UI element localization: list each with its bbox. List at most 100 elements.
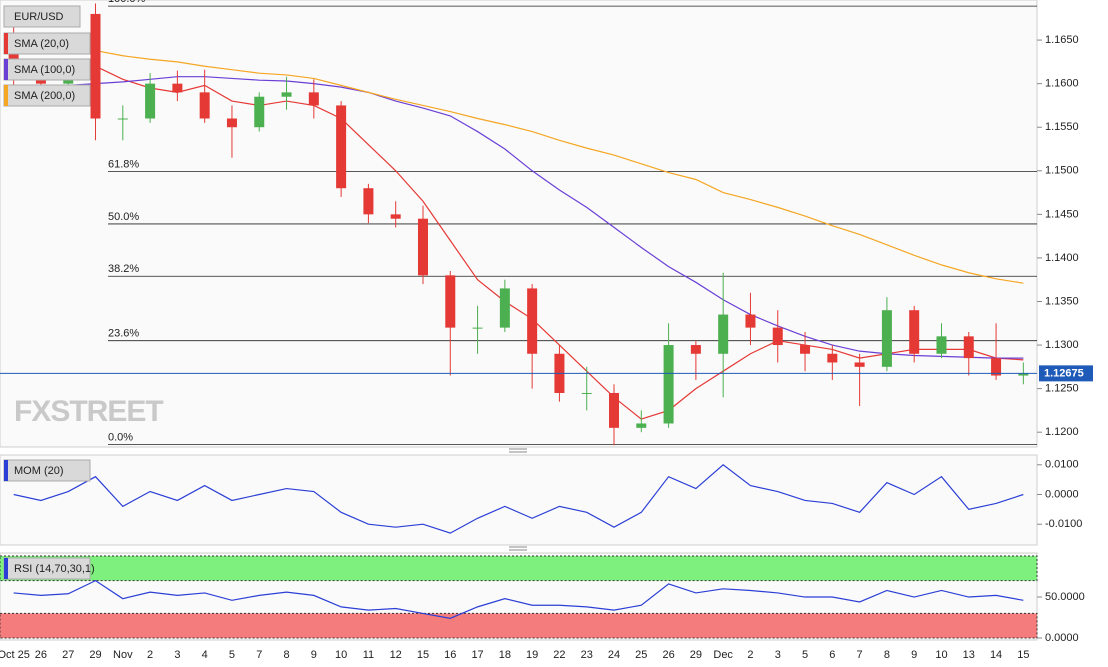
x-tick-label: 5: [229, 649, 235, 661]
y-tick-label: 1.1650: [1045, 34, 1079, 46]
x-tick-label: 22: [553, 649, 565, 661]
x-tick-label: 17: [471, 649, 483, 661]
legend-swatch: [4, 558, 8, 579]
y-tick-label: -0.0100: [1045, 518, 1082, 530]
x-tick-label: 14: [990, 649, 1002, 661]
y-tick-label: 1.1450: [1045, 208, 1079, 220]
x-tick-label: 24: [608, 649, 620, 661]
x-tick-label: 9: [911, 649, 917, 661]
x-tick-label: 2: [747, 649, 753, 661]
y-tick-label: 0.0000: [1045, 488, 1079, 500]
legend-swatch: [4, 33, 8, 54]
x-tick-label: 19: [526, 649, 538, 661]
legend-item[interactable]: RSI (14,70,30,1): [3, 557, 95, 580]
candle-body: [281, 92, 292, 97]
x-tick-label: 10: [935, 649, 947, 661]
x-tick-label: 18: [499, 649, 511, 661]
candle-body: [363, 188, 374, 215]
candle-body: [417, 218, 428, 276]
fib-label: 38.2%: [108, 263, 139, 275]
legend-label: RSI (14,70,30,1): [14, 563, 95, 575]
candle-body: [336, 105, 347, 189]
legend-swatch: [4, 59, 8, 80]
candle-body: [527, 288, 538, 354]
candle-body: [35, 79, 46, 84]
x-tick-label: Oct 25: [0, 649, 30, 661]
candle-body: [117, 118, 128, 120]
fib-label: 61.8%: [108, 159, 139, 171]
y-tick-label: 1.1400: [1045, 252, 1079, 264]
candle-body: [145, 83, 156, 119]
candle-body: [718, 314, 729, 354]
y-tick-label: 0.0100: [1045, 459, 1079, 471]
legend-label: SMA (100,0): [14, 64, 75, 76]
legend-label: MOM (20): [14, 465, 64, 477]
x-tick-label: 8: [283, 649, 289, 661]
candle-body: [881, 310, 892, 367]
x-tick-label: 15: [1017, 649, 1029, 661]
y-tick-label: 1.1250: [1045, 383, 1079, 395]
zone-band: [0, 612, 1038, 639]
splitter[interactable]: [509, 546, 527, 551]
series-line: [13, 35, 1024, 284]
fib-label: 100.0%: [108, 0, 146, 5]
legend-item[interactable]: SMA (200,0): [3, 84, 91, 107]
candle-body: [772, 327, 783, 346]
candle-body: [827, 353, 838, 363]
x-tick-label: 26: [35, 649, 47, 661]
price-panel: [0, 0, 1038, 448]
y-tick-label: 1.1350: [1045, 295, 1079, 307]
zone-band: [0, 555, 1038, 582]
x-tick-label: 27: [62, 649, 74, 661]
x-tick-label: 23: [581, 649, 593, 661]
x-tick-label: 13: [963, 649, 975, 661]
candle-body: [609, 392, 620, 428]
legend-box: [3, 5, 81, 28]
x-tick-label: 11: [363, 649, 374, 661]
legend-label: SMA (20,0): [14, 38, 69, 50]
x-tick-label: 26: [662, 649, 674, 661]
x-tick-label: Dec: [713, 649, 733, 661]
y-tick-label: 1.1600: [1045, 78, 1079, 90]
splitter[interactable]: [509, 448, 527, 453]
fib-label: 23.6%: [108, 328, 139, 340]
x-tick-label: 2: [147, 649, 153, 661]
candle-body: [663, 345, 674, 424]
series-line: [13, 76, 1024, 359]
candle-body: [963, 336, 974, 359]
x-tick-label: 7: [857, 649, 863, 661]
x-tick-label: 9: [311, 649, 317, 661]
x-tick-label: 3: [174, 649, 180, 661]
x-tick-label: 8: [884, 649, 890, 661]
mom-panel: [0, 454, 1038, 546]
y-tick-label: 1.1200: [1045, 426, 1079, 438]
series-line: [13, 464, 1024, 534]
legend-item[interactable]: MOM (20): [3, 459, 91, 482]
candle-body: [172, 83, 183, 93]
legend-item[interactable]: SMA (100,0): [3, 58, 91, 81]
x-tick-label: 29: [89, 649, 101, 661]
x-tick-label: 7: [256, 649, 262, 661]
fib-label: 0.0%: [108, 431, 133, 443]
last-price-label: 1.12675: [1044, 367, 1084, 379]
candle-body: [472, 327, 483, 329]
legend-label: EUR/USD: [14, 11, 64, 23]
candle-body: [390, 214, 401, 219]
x-tick-label: 15: [417, 649, 429, 661]
x-tick-label: 4: [202, 649, 208, 661]
candle-body: [690, 345, 701, 354]
fib-label: 50.0%: [108, 211, 139, 223]
series-line: [13, 579, 1024, 619]
legend-item[interactable]: EUR/USD: [3, 5, 81, 28]
x-tick-label: 29: [690, 649, 702, 661]
candle-body: [199, 92, 210, 119]
candle-body: [445, 275, 456, 328]
x-tick-label: 16: [444, 649, 456, 661]
x-tick-label: 25: [635, 649, 647, 661]
candle-body: [745, 314, 756, 328]
x-tick-label: 12: [390, 649, 402, 661]
y-tick-label: 0.0000: [1045, 632, 1079, 644]
last-price-box: [1039, 365, 1093, 382]
legend-item[interactable]: SMA (20,0): [3, 32, 91, 55]
